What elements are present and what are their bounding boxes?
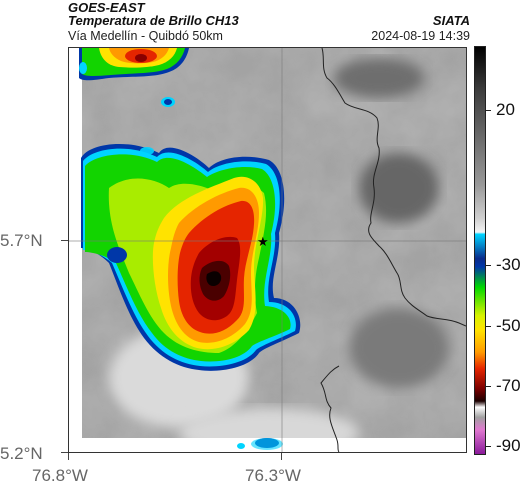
product-title: Temperatura de Brillo CH13 <box>68 13 239 28</box>
embedded-cold-pocket-north <box>140 147 154 155</box>
temperature-colorbar <box>474 46 486 455</box>
no-data-strip-left <box>69 48 82 452</box>
route-subtitle: Vía Medellín - Quibdó 50km <box>68 29 223 43</box>
cb-label-m50: -50 <box>496 316 521 335</box>
ytick-mark-5p7 <box>61 240 68 241</box>
dark-patch-northeast <box>334 58 424 98</box>
satellite-title: GOES-EAST <box>68 0 145 15</box>
xtick-mark-76p8 <box>68 453 69 460</box>
cb-tick-m50 <box>486 326 491 327</box>
satellite-map[interactable]: ★ <box>68 47 467 453</box>
ytick-mark-5p2 <box>61 452 68 453</box>
star-icon: ★ <box>257 235 269 250</box>
embedded-cold-pocket-west <box>107 247 127 263</box>
small-cell-south-left <box>237 443 245 449</box>
convective-cloud-north <box>79 48 189 81</box>
cb-tick-m90 <box>486 446 491 447</box>
small-cell-blue-north <box>164 99 172 105</box>
cb-tick-m30 <box>486 265 491 266</box>
north-cloud-pocket <box>79 62 87 74</box>
north-cloud-darkred <box>135 54 147 62</box>
cb-label-m90: -90 <box>496 436 521 455</box>
org-label: SIATA <box>432 13 470 28</box>
convective-cloud-main <box>81 143 301 371</box>
xtick-label-76p8: 76.8°W <box>32 466 88 485</box>
map-header: GOES-EAST Temperatura de Brillo CH13 Vía… <box>68 0 470 46</box>
xtick-mark-76p3 <box>281 453 282 460</box>
cb-label-m30: -30 <box>496 255 521 274</box>
cb-label-m70: -70 <box>496 376 521 395</box>
cb-tick-20 <box>486 110 491 111</box>
cloud-core-black <box>206 271 222 286</box>
ytick-label-5p2: 5.2°N <box>0 444 43 463</box>
xtick-label-76p3: 76.3°W <box>245 466 301 485</box>
department-boundary-south <box>320 365 340 452</box>
ytick-label-5p7: 5.7°N <box>0 231 43 250</box>
cb-tick-m70 <box>486 386 491 387</box>
datetime-label: 2024-08-19 14:39 <box>371 29 470 43</box>
department-boundary <box>321 48 466 327</box>
small-cell-south-cyan <box>251 438 283 450</box>
dark-patch-east <box>359 153 439 223</box>
cb-label-20: 20 <box>496 100 515 119</box>
dark-patch-south-east <box>349 308 449 388</box>
